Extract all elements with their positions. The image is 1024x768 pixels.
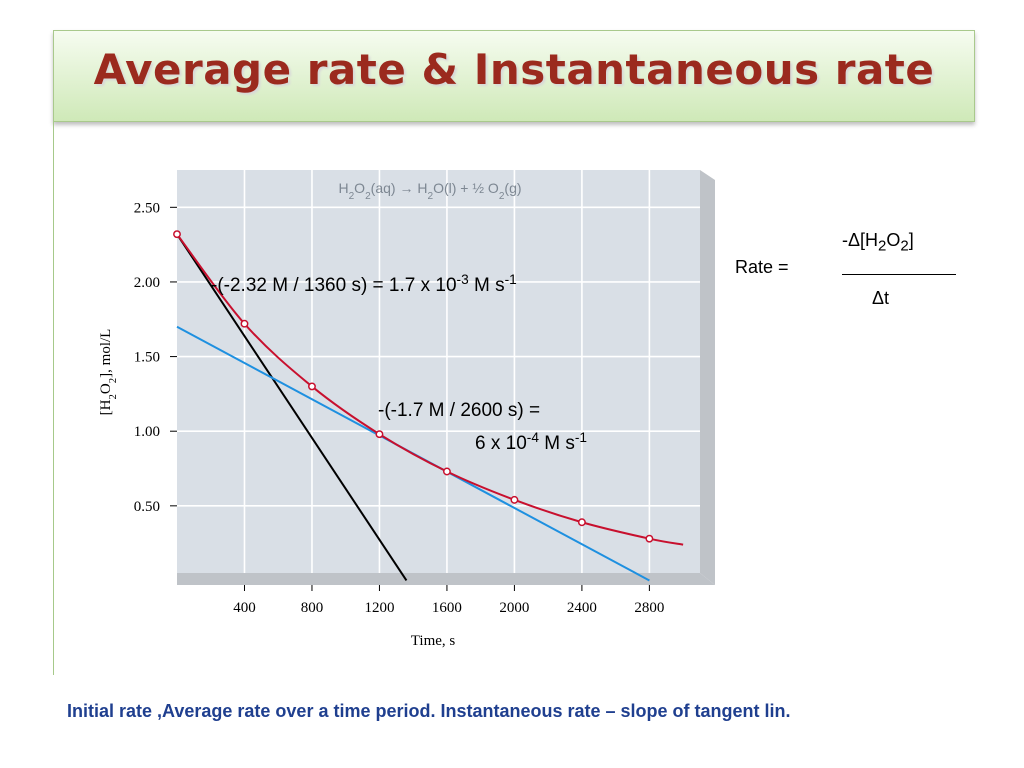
data-point bbox=[577, 518, 586, 527]
text-part: (aq) → H bbox=[371, 180, 428, 196]
text-part: (g) bbox=[504, 180, 521, 196]
text-part: O bbox=[98, 383, 114, 394]
instant-rate-annotation-line1: -(-1.7 M / 2600 s) = bbox=[378, 400, 540, 421]
text-part: 2 bbox=[107, 378, 119, 383]
text-part: 2 bbox=[349, 191, 355, 202]
x-tick-label: 2400 bbox=[567, 600, 597, 616]
data-point bbox=[645, 534, 654, 543]
text-part: O(l) + ½ O bbox=[433, 180, 499, 196]
slide-caption: Initial rate ,Average rate over a time p… bbox=[67, 701, 791, 721]
x-tick-label: 1200 bbox=[364, 600, 394, 616]
text-part: 2 bbox=[365, 191, 371, 202]
y-tick-label: 2.50 bbox=[134, 200, 160, 216]
text-part: [H bbox=[98, 399, 114, 415]
text-part: -3 bbox=[457, 272, 469, 287]
tangent-line-initial bbox=[176, 233, 408, 582]
text-part: 6 x 10 bbox=[475, 433, 527, 454]
text-part: 2 bbox=[499, 191, 505, 202]
text-part: -1 bbox=[575, 430, 587, 445]
x-tick-label: 800 bbox=[301, 600, 324, 616]
x-tick-label: 2800 bbox=[634, 600, 664, 616]
slide-title: Average rate & Instantaneous rate bbox=[93, 45, 935, 94]
data-point bbox=[442, 467, 451, 476]
text-part: -1 bbox=[505, 272, 517, 287]
rate-numerator-sub: 2 bbox=[900, 237, 909, 255]
y-tick-label: 0.50 bbox=[134, 499, 160, 515]
x-tick-label: 1600 bbox=[432, 600, 462, 616]
x-axis-label: Time, s bbox=[411, 633, 456, 649]
reaction-equation: H2O2(aq) → H2O(l) + ½ O2(g) bbox=[338, 180, 521, 202]
plot-frame-right bbox=[700, 170, 715, 585]
data-point bbox=[375, 430, 384, 439]
y-tick-label: 1.50 bbox=[134, 350, 160, 366]
initial-rate-annotation: -(-2.32 M / 1360 s) = 1.7 x 10-3 M s-1 bbox=[211, 272, 517, 297]
plot-frame-bottom bbox=[177, 573, 715, 585]
y-tick-label: 2.00 bbox=[134, 275, 160, 291]
fraction-bar bbox=[842, 274, 956, 275]
data-point bbox=[308, 382, 316, 391]
y-axis-label: [H2O2], mol/L bbox=[98, 329, 119, 416]
y-tick-label: 1.00 bbox=[134, 424, 160, 440]
rate-label: Rate = bbox=[735, 257, 789, 277]
data-point bbox=[240, 319, 249, 328]
text-part: M s bbox=[539, 433, 575, 454]
rate-numerator-sub: 2 bbox=[878, 237, 887, 255]
title-banner: Average rate & Instantaneous rate bbox=[53, 30, 975, 122]
x-tick-label: 2000 bbox=[499, 600, 529, 616]
text-part: H bbox=[338, 180, 348, 196]
left-accent-line bbox=[53, 120, 54, 675]
x-tick-label: 400 bbox=[233, 600, 256, 616]
text-part: ], mol/L bbox=[98, 329, 114, 378]
text-part: 2 bbox=[107, 394, 119, 399]
rate-numerator-part: -Δ[H bbox=[842, 230, 879, 250]
rate-numerator: -Δ[H2O2] bbox=[842, 230, 914, 255]
text-part: M s bbox=[469, 275, 505, 296]
rate-numerator-part: ] bbox=[908, 230, 914, 250]
instant-rate-annotation-line2: 6 x 10-4 M s-1 bbox=[475, 430, 587, 455]
concentration-curve bbox=[176, 233, 684, 546]
data-point bbox=[173, 230, 181, 239]
data-point bbox=[510, 495, 519, 504]
plot-area bbox=[177, 170, 700, 573]
text-part: O bbox=[354, 180, 365, 196]
text-part: -(-2.32 M / 1360 s) = 1.7 x 10 bbox=[211, 275, 457, 296]
text-part: -4 bbox=[527, 430, 540, 445]
rate-numerator-part: O bbox=[886, 230, 901, 250]
text-part: 2 bbox=[427, 191, 433, 202]
rate-denominator: Δt bbox=[872, 288, 890, 308]
